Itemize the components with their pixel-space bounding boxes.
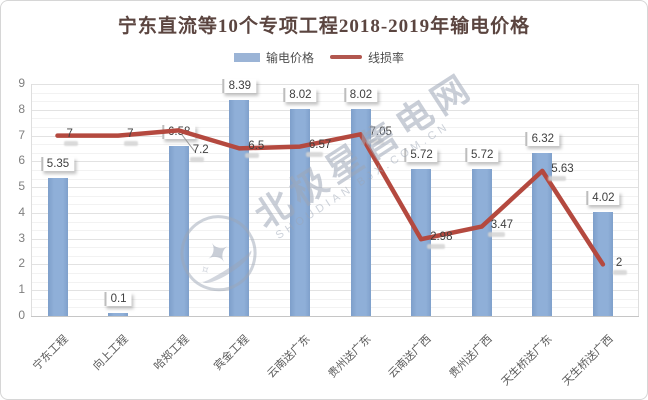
chart-legend: 输电价格 线损率 (1, 49, 647, 65)
x-axis-line (31, 316, 639, 317)
line-value-label: 7.05 (369, 126, 392, 139)
bar-value-label: 5.72 (464, 147, 499, 162)
x-category-label: 宁东工程 (30, 333, 71, 373)
gridline-major (32, 212, 638, 214)
gridline-minor (32, 204, 638, 206)
y-axis-tick-label: 2 (18, 256, 25, 271)
x-category-label: 天生桥送广西 (560, 333, 616, 389)
legend-label: 线损率 (368, 50, 405, 65)
bar-value-label: 8.39 (222, 78, 256, 93)
y-axis-tick-label: 5 (18, 179, 25, 194)
gridline-minor (32, 92, 638, 94)
gridline-minor (32, 247, 638, 249)
gridline-major (32, 161, 638, 163)
gridline-minor (32, 169, 638, 171)
legend-line-swatch (330, 55, 362, 59)
y-axis-tick-label: 4 (18, 204, 25, 219)
y-axis-tick-label: 7 (18, 127, 25, 142)
x-category-label: 向上工程 (91, 333, 131, 373)
y-axis-tick-label: 0 (18, 308, 25, 322)
gridline-major (32, 135, 638, 137)
bar-贵州送广西 (471, 168, 492, 316)
line-value-label: 7.2 (192, 144, 209, 157)
bar-哈郑工程 (168, 146, 189, 316)
x-category-label: 贵州送广东 (325, 333, 374, 381)
gridline-minor (32, 118, 638, 120)
x-category-label: 云南送广东 (265, 333, 313, 381)
gridline-minor (32, 152, 638, 154)
line-value-label: 2.98 (430, 231, 453, 244)
y-axis-tick-label: 6 (18, 153, 25, 168)
bar-贵州送广东 (350, 109, 371, 316)
gridline-minor (32, 307, 638, 309)
gridline-minor (32, 230, 638, 232)
plot-area: 5.35 0.1 6.58 8.39 8.02 8.02 5.72 5.72 6.32 4.02 7… (31, 78, 639, 316)
gridline-minor (32, 144, 638, 146)
line-value-label: 3.47 (490, 218, 514, 231)
bar-value-label: 6.32 (525, 132, 559, 147)
gridline-minor (32, 101, 638, 103)
line-value-label: 7 (66, 127, 73, 140)
bar-value-label: 0.1 (104, 292, 132, 307)
gridline-minor (32, 127, 638, 128)
line-value-label: 5.63 (551, 162, 574, 175)
y-axis-tick-label: 3 (18, 230, 25, 245)
gridline-major (32, 187, 638, 189)
line-value-label: 2 (615, 257, 623, 270)
gridline-major (32, 264, 638, 266)
bar-向上工程 (108, 313, 129, 316)
bar-value-label: 5.72 (404, 147, 438, 162)
gridline-major (32, 109, 638, 111)
gridline-major (32, 238, 638, 240)
gridline-minor (32, 298, 638, 300)
gridline-major (32, 290, 638, 292)
bar-宁东工程 (47, 178, 68, 316)
gridline-major (32, 84, 638, 85)
legend-label: 输电价格 (265, 50, 314, 65)
x-category-label: 天生桥送广东 (499, 333, 555, 389)
x-category-label: 宾金工程 (212, 333, 252, 373)
line-series-svg (55, 128, 606, 267)
line-value-label: 7 (127, 127, 134, 140)
gridline-minor (32, 273, 638, 274)
bar-云南送广东 (289, 109, 310, 316)
line-value-label: 6.57 (308, 138, 332, 151)
bar-宾金工程 (229, 99, 250, 316)
x-category-label: 贵州送广西 (446, 333, 495, 381)
legend-bar-swatch (233, 52, 260, 62)
bar-value-label: 4.02 (586, 191, 620, 206)
gridline-minor (32, 221, 638, 223)
y-axis-tick-label: 1 (18, 282, 25, 297)
line-value-label: 6.5 (248, 140, 265, 153)
y-axis-tick-label: 9 (18, 76, 25, 90)
gridline-minor (32, 281, 638, 283)
bar-云南送广西 (411, 168, 432, 316)
x-category-label: 哈郑工程 (151, 333, 192, 373)
bar-value-label: 8.02 (343, 88, 378, 103)
bar-天生桥送广东 (532, 153, 553, 316)
gridline-minor (32, 195, 638, 197)
bar-value-label: 5.35 (40, 157, 75, 172)
gridline-minor (32, 178, 638, 180)
chart-title: 宁东直流等10个专项工程2018-2019年输电价格 (117, 16, 531, 37)
gridline-minor (32, 255, 638, 257)
x-category-label: 云南送广西 (386, 333, 434, 381)
bar-value-label: 8.02 (283, 88, 317, 103)
y-axis-tick-label: 8 (18, 101, 25, 116)
